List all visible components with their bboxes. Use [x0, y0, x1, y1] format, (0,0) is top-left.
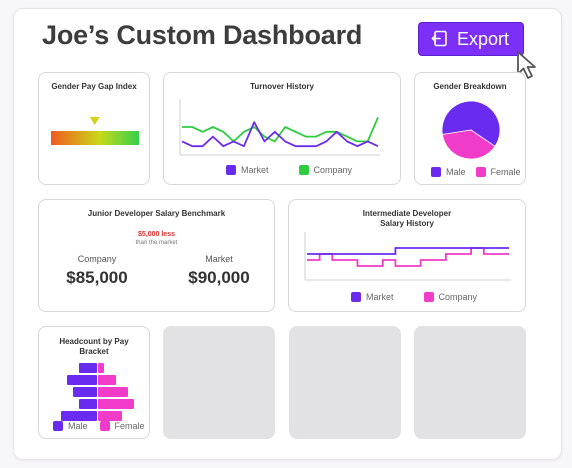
card-title-line2: Salary History [380, 219, 434, 228]
bar-female [98, 375, 116, 385]
export-icon [431, 30, 447, 47]
market-salary-value: $90,000 [188, 268, 250, 287]
empty-widget-slot[interactable] [289, 326, 401, 439]
company-label: Company [77, 254, 117, 264]
series-line-company [182, 117, 379, 143]
page-title: Joe’s Custom Dashboard [42, 20, 363, 50]
legend-swatch [475, 167, 486, 177]
card-title: Gender Pay Gap Index [51, 82, 137, 91]
headcount-card[interactable]: Headcount by Pay Bracket Male Female [38, 326, 150, 439]
market-label: Market [205, 254, 233, 264]
pay-gap-gauge [51, 117, 139, 145]
salary-difference-note: than the market [135, 240, 178, 246]
turnover-chart [179, 99, 380, 156]
intermediate-salary-history-card[interactable]: Intermediate Developer Salary History Ma… [288, 199, 526, 312]
series-line-company [307, 247, 509, 267]
legend-label: Company [438, 292, 478, 302]
legend-swatch [298, 165, 309, 175]
legend-swatch [431, 167, 441, 177]
card-title: Gender Breakdown [433, 82, 507, 91]
legend-label: Company [313, 165, 353, 175]
card-title-line2: Bracket [79, 347, 109, 356]
legend-swatch [351, 292, 361, 302]
export-label: Export [457, 28, 510, 49]
gender-pie-chart [441, 100, 501, 160]
legend-swatch [423, 292, 434, 302]
salary-difference: $5,000 less [138, 231, 175, 238]
bar-male [79, 363, 97, 373]
bar-female [98, 363, 104, 373]
card-title: Turnover History [250, 82, 314, 91]
card-title: Headcount by Pay [59, 337, 129, 346]
legend-label: Female [114, 421, 145, 431]
headcount-legend: Male Female [53, 421, 145, 431]
bar-female [98, 399, 134, 409]
pay-gap-marker [89, 117, 100, 125]
legend-swatch [53, 421, 63, 431]
pie-slice-female [441, 129, 496, 160]
company-salary-value: $85,000 [66, 268, 128, 287]
legend-label: Female [490, 167, 521, 177]
bar-male [61, 411, 97, 421]
turnover-history-card[interactable]: Turnover History Market Company [163, 72, 401, 185]
bar-female [98, 411, 122, 421]
legend-label: Male [68, 421, 88, 431]
legend-swatch [99, 421, 110, 431]
salary-legend: Market Company [351, 292, 477, 302]
pie-slice-male [441, 100, 501, 147]
legend-label: Market [241, 165, 269, 175]
bar-male [79, 399, 97, 409]
empty-widget-slot[interactable] [414, 326, 526, 439]
legend-label: Market [366, 292, 394, 302]
headcount-pyramid-chart [61, 363, 134, 421]
bar-male [73, 387, 97, 397]
gender-breakdown-card[interactable]: Gender Breakdown Male Female [414, 72, 526, 185]
bar-female [98, 387, 128, 397]
legend-swatch [226, 165, 236, 175]
empty-widget-slot[interactable] [163, 326, 275, 439]
junior-salary-benchmark-card[interactable]: Junior Developer Salary Benchmark $5,000… [38, 199, 275, 312]
gender-legend: Male Female [431, 167, 521, 177]
gender-pay-gap-card[interactable]: Gender Pay Gap Index [38, 72, 150, 185]
turnover-legend: Market Company [226, 165, 352, 175]
card-title: Junior Developer Salary Benchmark [87, 209, 226, 218]
card-title: Intermediate Developer [362, 209, 452, 218]
bar-male [67, 375, 97, 385]
legend-label: Male [446, 167, 466, 177]
export-button[interactable]: Export [418, 22, 524, 56]
salary-history-chart [304, 232, 511, 281]
series-line-market [307, 247, 509, 255]
series-line-market [181, 121, 379, 148]
